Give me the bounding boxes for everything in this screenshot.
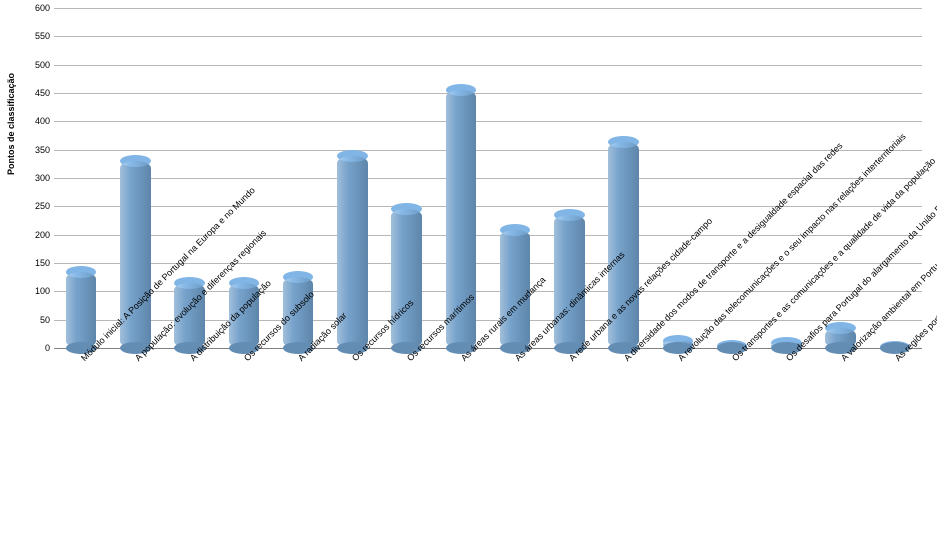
grid-line [54,8,922,9]
x-tick-label: Os desafios para Portugal do alargamento… [784,356,791,363]
y-tick-label: 150 [24,258,54,268]
bar-chart: Pontos de classificação 0 50 100 150 200 250 3… [0,0,937,546]
y-tick-label: 50 [24,315,54,325]
bar [391,209,421,348]
y-tick-label: 400 [24,116,54,126]
x-tick-label: As áreas rurais em mudança [459,356,466,363]
x-tick-label: As áreas urbanas: dinâmicas internas [513,356,520,363]
x-tick-label: Os recursos do subsolo [242,356,249,363]
grid-line [54,121,922,122]
y-tick-label: 500 [24,60,54,70]
y-tick-label: 300 [24,173,54,183]
y-tick-label: 600 [24,3,54,13]
x-tick-label: Os recursos marítimos [405,356,412,363]
y-axis-label: Pontos de classificação [6,73,16,175]
x-tick-label: A revolução das telecomunicações e o seu… [676,356,683,363]
y-tick-label: 550 [24,31,54,41]
grid-line [54,93,922,94]
grid-line [54,65,922,66]
x-tick-label: A população: evolução e diferenças regio… [133,356,140,363]
bar [66,272,96,349]
x-tick-label: A radiação solar [296,356,303,363]
y-tick-label: 0 [24,343,54,353]
x-tick-label: Módulo inicial: A Posição de Portugal na… [79,356,86,363]
x-tick-label: A valorização ambiental em Portugal e a … [839,356,846,363]
grid-line [54,178,922,179]
x-tick-label: As regiões portuguesas no contexto das p… [893,356,900,363]
x-axis: Módulo inicial: A Posição de Portugal na… [54,348,922,538]
grid-line [54,235,922,236]
y-tick-label: 450 [24,88,54,98]
x-tick-label: A diversidade dos modos de transporte e … [622,356,629,363]
y-tick-label: 350 [24,145,54,155]
x-tick-label: Os recursos hídricos [350,356,357,363]
grid-line [54,206,922,207]
x-tick-label: A rede urbana e as novas relações cidade… [567,356,574,363]
x-tick-label: A distribuição da população [188,356,195,363]
x-tick-label: Os transportes e as comunicações e a qua… [730,356,737,363]
y-tick-label: 250 [24,201,54,211]
bar [554,215,584,348]
y-tick-label: 200 [24,230,54,240]
y-tick-label: 100 [24,286,54,296]
grid-line [54,150,922,151]
grid-line [54,36,922,37]
